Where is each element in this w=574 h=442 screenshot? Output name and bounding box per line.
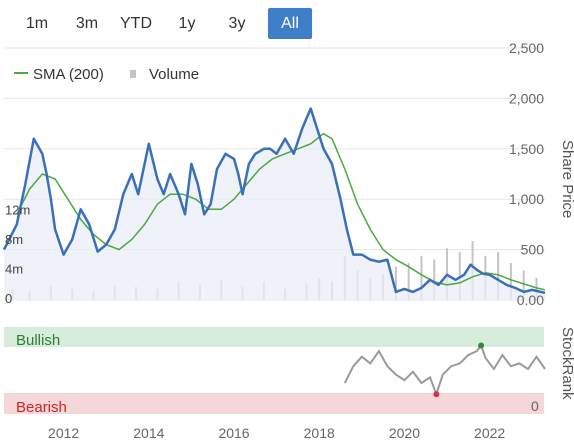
volume-tick-label: 4m bbox=[5, 262, 23, 277]
price-tick-label: 2,500 bbox=[509, 40, 544, 56]
x-tick-label: 2012 bbox=[48, 425, 79, 441]
bearish-band bbox=[4, 393, 544, 414]
x-tick-label: 2018 bbox=[304, 425, 335, 441]
price-tick-label: 500 bbox=[521, 242, 545, 258]
range-button-1y[interactable]: 1y bbox=[178, 15, 196, 32]
volume-legend-label[interactable]: Volume bbox=[149, 66, 199, 83]
price-line bbox=[2, 107, 546, 295]
volume-bar bbox=[420, 255, 423, 300]
volume-bar bbox=[433, 259, 436, 300]
price-tick-label: 1,500 bbox=[509, 141, 544, 157]
volume-tick-label: 12m bbox=[5, 203, 30, 218]
volume-bar bbox=[407, 263, 410, 300]
volume-tick-label: 0 bbox=[5, 291, 12, 306]
volume-bar bbox=[535, 277, 538, 300]
range-button-3y[interactable]: 3y bbox=[228, 15, 246, 32]
price-tick-label: 2,000 bbox=[509, 90, 544, 106]
bullish-mark bbox=[478, 342, 485, 349]
range-button-1m[interactable]: 1m bbox=[25, 15, 49, 32]
volume-bar bbox=[522, 270, 525, 300]
volume-tick-label: 8m bbox=[5, 232, 23, 247]
range-button-all[interactable]: All bbox=[268, 8, 312, 39]
price-axis-ticks: 0.00 500 1,000 1,500 2,000 2,500 bbox=[509, 40, 544, 308]
volume-axis-ticks: 0 4m 8m 12m bbox=[5, 203, 30, 307]
volume-bar bbox=[394, 266, 397, 300]
y-axis-title: Share Price bbox=[559, 140, 574, 218]
stockrank-axis-title: StockRank bbox=[559, 327, 574, 400]
x-tick-label: 2020 bbox=[389, 425, 420, 441]
volume-bar bbox=[497, 252, 500, 300]
volume-legend-swatch bbox=[130, 70, 136, 78]
stockrank-bands bbox=[4, 327, 544, 414]
stockrank-line bbox=[343, 343, 546, 398]
x-tick-label: 2014 bbox=[133, 425, 164, 441]
bullish-band bbox=[4, 327, 544, 347]
range-button-3m[interactable]: 3m bbox=[75, 15, 99, 32]
volume-bar bbox=[509, 263, 512, 300]
x-tick-label: 2016 bbox=[218, 425, 249, 441]
price-tick-label: 1,000 bbox=[509, 191, 544, 207]
legend: SMA (200) Volume bbox=[14, 66, 199, 83]
x-axis-ticks: 2012 2014 2016 2018 2020 2022 bbox=[48, 425, 505, 441]
range-button-ytd[interactable]: YTD bbox=[120, 15, 152, 32]
price-area bbox=[4, 108, 545, 300]
bearish-mark bbox=[433, 391, 440, 398]
sma-legend-label[interactable]: SMA (200) bbox=[33, 66, 104, 83]
price-tick-label: 0.00 bbox=[517, 292, 544, 308]
bullish-label: Bullish bbox=[16, 332, 60, 349]
x-tick-label: 2022 bbox=[474, 425, 505, 441]
stockrank-marks bbox=[433, 342, 485, 398]
stockrank-zero-label: 0 bbox=[531, 398, 539, 414]
bearish-label: Bearish bbox=[16, 399, 67, 416]
